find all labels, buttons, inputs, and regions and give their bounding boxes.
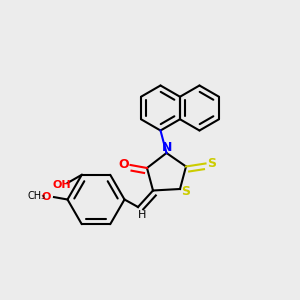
Text: O: O bbox=[118, 158, 129, 172]
Text: N: N bbox=[162, 141, 172, 154]
Text: CH₃: CH₃ bbox=[28, 191, 46, 201]
Text: OH: OH bbox=[53, 180, 72, 190]
Text: H: H bbox=[137, 209, 146, 220]
Text: S: S bbox=[208, 157, 217, 170]
Text: O: O bbox=[42, 192, 51, 202]
Text: S: S bbox=[181, 185, 190, 198]
